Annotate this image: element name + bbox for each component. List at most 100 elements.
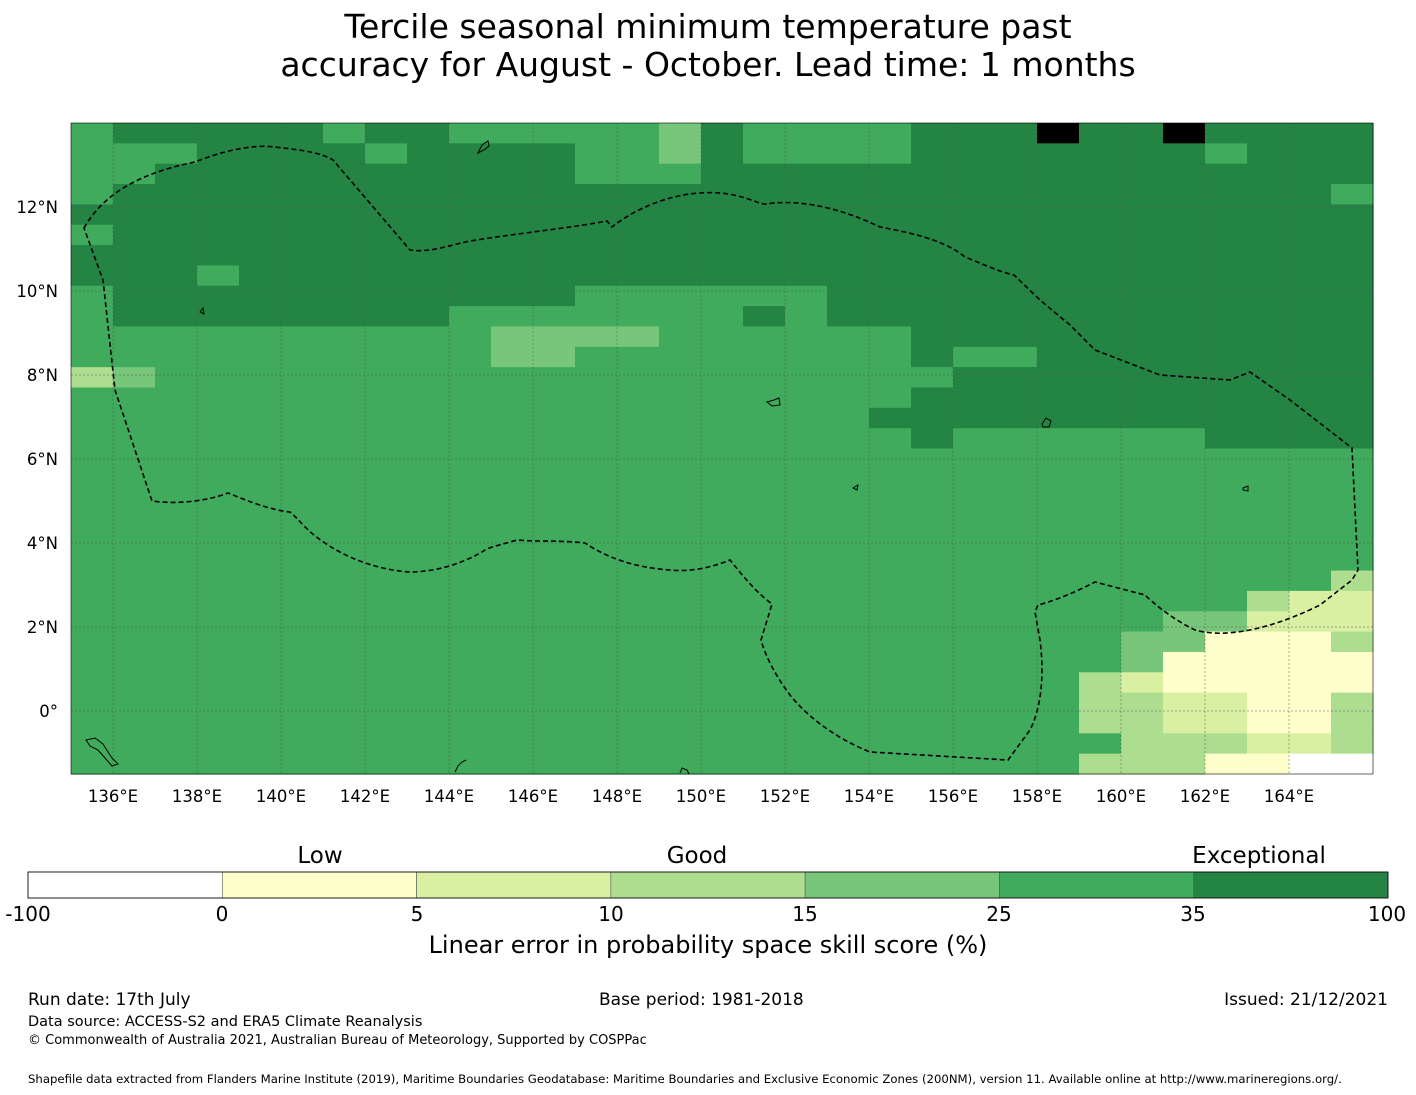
skill-cell bbox=[659, 285, 702, 307]
skill-cell bbox=[239, 489, 282, 511]
skill-cell bbox=[197, 651, 240, 673]
skill-cell bbox=[323, 265, 366, 287]
skill-cell bbox=[281, 367, 324, 389]
skill-cell bbox=[533, 753, 576, 775]
skill-cell bbox=[1331, 387, 1374, 409]
skill-cell bbox=[575, 245, 618, 266]
skill-cell bbox=[827, 712, 870, 734]
skill-cell bbox=[1247, 733, 1290, 755]
skill-cell bbox=[1079, 550, 1122, 572]
skill-cell bbox=[911, 712, 954, 734]
skill-cell bbox=[365, 631, 408, 653]
skill-cell bbox=[449, 224, 492, 246]
colorbar-tick: 100 bbox=[1367, 902, 1407, 926]
skill-cell bbox=[407, 143, 450, 165]
skill-cell bbox=[197, 306, 240, 328]
skill-cell bbox=[743, 387, 786, 409]
skill-cell bbox=[953, 184, 996, 205]
skill-cell bbox=[701, 651, 744, 673]
x-tick-label: 150°E bbox=[676, 787, 726, 806]
skill-cell bbox=[365, 184, 408, 205]
skill-cell bbox=[1163, 692, 1206, 714]
skill-cell bbox=[995, 712, 1038, 734]
skill-cell bbox=[1331, 265, 1374, 287]
skill-cell bbox=[365, 143, 408, 165]
skill-cell bbox=[1331, 367, 1374, 389]
skill-cell bbox=[743, 326, 786, 348]
skill-cell bbox=[785, 651, 828, 673]
skill-cell bbox=[743, 712, 786, 734]
skill-cell bbox=[1289, 550, 1332, 572]
skill-cell bbox=[953, 570, 996, 592]
skill-cell bbox=[239, 550, 282, 572]
skill-cell bbox=[1289, 529, 1332, 551]
skill-cell bbox=[1331, 570, 1374, 592]
skill-cell bbox=[701, 285, 744, 307]
skill-cell bbox=[533, 733, 576, 755]
skill-cell bbox=[953, 712, 996, 734]
skill-cell bbox=[239, 611, 282, 633]
skill-cell bbox=[575, 367, 618, 389]
skill-cell bbox=[743, 753, 786, 775]
skill-cell bbox=[239, 692, 282, 714]
skill-cell bbox=[155, 387, 198, 409]
skill-cell bbox=[701, 346, 744, 368]
skill-cell bbox=[1289, 306, 1332, 328]
skill-cell bbox=[1163, 265, 1206, 287]
skill-cell bbox=[953, 590, 996, 612]
skill-cell bbox=[1289, 346, 1332, 368]
skill-cell bbox=[449, 163, 492, 185]
skill-cell bbox=[1205, 245, 1248, 266]
skill-cell bbox=[323, 326, 366, 348]
skill-cell bbox=[407, 489, 450, 511]
skill-cell bbox=[1205, 529, 1248, 551]
y-tick-label: 2°N bbox=[27, 618, 58, 637]
skill-cell bbox=[197, 448, 240, 470]
skill-cell bbox=[1079, 428, 1122, 450]
skill-cell bbox=[659, 712, 702, 734]
skill-cell bbox=[995, 224, 1038, 246]
skill-cell bbox=[1037, 712, 1080, 734]
skill-cell bbox=[281, 163, 324, 185]
skill-cell bbox=[323, 387, 366, 409]
skill-cell bbox=[869, 306, 912, 328]
skill-cell bbox=[1247, 468, 1290, 490]
skill-cell bbox=[1247, 367, 1290, 389]
skill-cell bbox=[785, 123, 828, 144]
skill-cell bbox=[1121, 590, 1164, 612]
skill-cell bbox=[155, 550, 198, 572]
skill-cell bbox=[365, 733, 408, 755]
png-coast bbox=[679, 767, 690, 775]
skill-cell bbox=[323, 367, 366, 389]
skill-cell bbox=[323, 346, 366, 368]
skill-cell bbox=[617, 448, 660, 470]
skill-cell bbox=[1289, 631, 1332, 653]
skill-cell bbox=[869, 753, 912, 775]
skill-cell bbox=[1121, 224, 1164, 246]
skill-cell bbox=[197, 387, 240, 409]
skill-cell bbox=[869, 224, 912, 246]
skill-cell bbox=[491, 326, 534, 348]
skill-cell bbox=[155, 753, 198, 775]
skill-cell bbox=[113, 204, 156, 226]
skill-cell bbox=[1205, 590, 1248, 612]
skill-cell bbox=[1037, 143, 1080, 165]
skill-cell bbox=[533, 672, 576, 694]
skill-cell bbox=[1163, 184, 1206, 205]
skill-cell bbox=[365, 428, 408, 450]
skill-cell bbox=[155, 733, 198, 755]
skill-cell bbox=[239, 285, 282, 307]
skill-cell bbox=[869, 326, 912, 348]
skill-cell bbox=[491, 306, 534, 328]
skill-cell bbox=[239, 468, 282, 490]
skill-cell bbox=[155, 672, 198, 694]
skill-cell bbox=[1121, 509, 1164, 531]
skill-cell bbox=[869, 407, 912, 429]
skill-cell bbox=[1331, 184, 1374, 205]
skill-cell bbox=[281, 224, 324, 246]
skill-cell bbox=[575, 346, 618, 368]
skill-cell bbox=[491, 611, 534, 633]
skill-cell bbox=[1205, 428, 1248, 450]
skill-cell bbox=[1289, 407, 1332, 429]
skill-cell bbox=[911, 245, 954, 266]
